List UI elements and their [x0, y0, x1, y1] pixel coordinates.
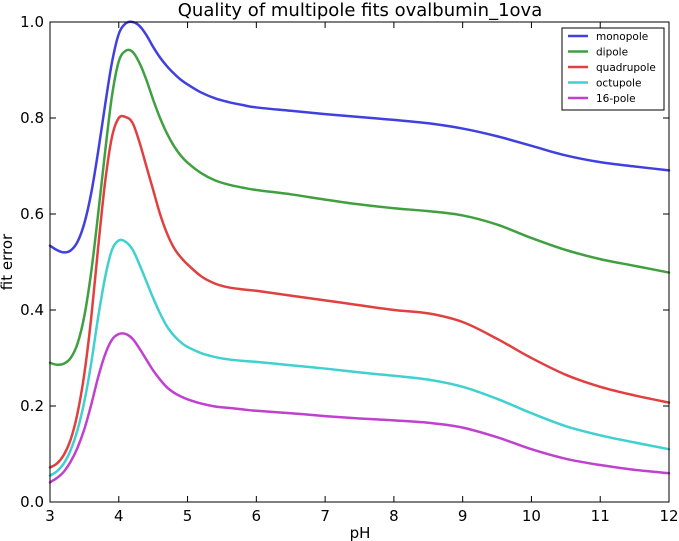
- y-tick-label: 0.4: [20, 301, 44, 319]
- legend-label-16-pole: 16-pole: [596, 93, 636, 105]
- y-axis-label: fit error: [0, 233, 16, 290]
- x-tick-label: 9: [458, 507, 468, 525]
- y-tick-label: 0.2: [20, 397, 44, 415]
- legend-label-quadrupole: quadrupole: [596, 62, 656, 74]
- x-tick-label: 8: [389, 507, 399, 525]
- x-tick-label: 6: [252, 507, 262, 525]
- y-tick-label: 1.0: [20, 13, 44, 31]
- legend-box: [561, 27, 665, 111]
- legend: monopole dipole quadrupole octupole 16-pole: [561, 27, 665, 111]
- series-line-monopole: [48, 20, 671, 254]
- plot-frame: [49, 21, 670, 503]
- x-tick-labels: 3 4 5 6 7 8 9 10 11 12: [45, 507, 678, 525]
- x-axis-label: pH: [350, 524, 371, 541]
- series-group: [48, 20, 671, 484]
- y-tick-label: 0.0: [20, 493, 44, 511]
- y-tick-label: 0.8: [20, 109, 44, 127]
- series-line-dipole: [48, 48, 671, 367]
- series-line-quadrupole: [48, 114, 671, 469]
- x-tick-label: 7: [320, 507, 330, 525]
- x-tick-label: 10: [522, 507, 541, 525]
- legend-items: monopole dipole quadrupole octupole 16-pole: [568, 31, 656, 105]
- ticks-group: [49, 21, 670, 503]
- chart-title: Quality of multipole fits ovalbumin_1ova: [178, 0, 542, 21]
- series-line-16-pole: [48, 332, 671, 484]
- x-tick-label: 11: [591, 507, 610, 525]
- legend-label-monopole: monopole: [596, 31, 648, 43]
- y-tick-label: 0.6: [20, 205, 44, 223]
- x-tick-label: 5: [183, 507, 193, 525]
- x-tick-label: 12: [659, 507, 678, 525]
- series-line-octupole: [48, 238, 671, 477]
- legend-label-dipole: dipole: [596, 47, 628, 59]
- legend-label-octupole: octupole: [596, 78, 641, 90]
- x-tick-label: 4: [114, 507, 124, 525]
- x-tick-label: 3: [45, 507, 55, 525]
- y-tick-labels: 0.0 0.2 0.4 0.6 0.8 1.0: [20, 13, 44, 511]
